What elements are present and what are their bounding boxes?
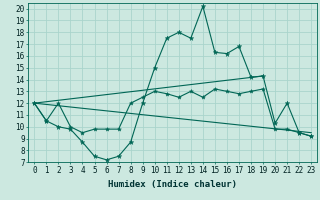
X-axis label: Humidex (Indice chaleur): Humidex (Indice chaleur) — [108, 180, 237, 189]
